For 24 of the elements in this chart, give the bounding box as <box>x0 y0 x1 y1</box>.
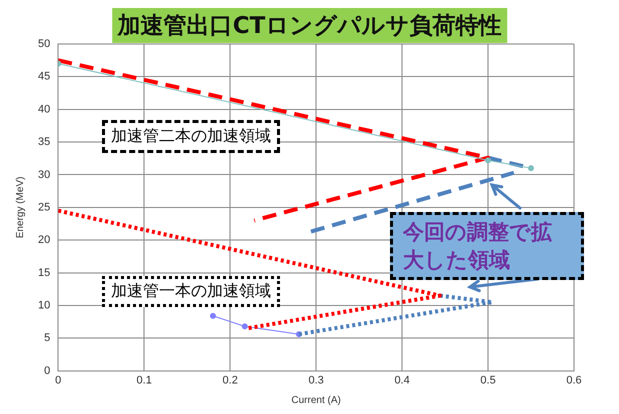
y-tick-label: 10 <box>38 299 50 312</box>
y-tick-label: 0 <box>44 364 50 377</box>
y-tick-label: 30 <box>38 168 50 181</box>
y-tick-label: 35 <box>38 136 50 148</box>
y-tick-label: 5 <box>44 332 50 344</box>
y-tick-label: 20 <box>38 234 50 246</box>
x-tick-label: 0.3 <box>308 374 324 386</box>
chart-title: 加速管出口CTロングパルサ負荷特性 <box>112 8 508 43</box>
x-tick-label: 0.4 <box>394 374 410 386</box>
y-axis-title: Energy (MeV) <box>14 176 26 238</box>
x-tick-label: 0 <box>55 374 62 386</box>
x-axis-title: Current (A) <box>291 394 341 406</box>
x-tick-label: 0.6 <box>566 374 582 386</box>
y-tick-label: 50 <box>38 38 50 50</box>
x-tick-label: 0.1 <box>136 374 152 386</box>
x-tick-label: 0.5 <box>480 374 496 386</box>
annotation: 今回の調整で拡大した領域 <box>390 212 584 280</box>
y-tick-label: 40 <box>38 103 50 116</box>
y-tick-label: 25 <box>38 201 50 214</box>
x-tick-label: 0.2 <box>222 374 238 386</box>
annotation: 加速管一本の加速領域 <box>102 276 280 307</box>
annotation: 加速管二本の加速領域 <box>102 120 280 153</box>
y-tick-label: 15 <box>38 266 50 279</box>
y-tick-label: 45 <box>38 70 50 83</box>
